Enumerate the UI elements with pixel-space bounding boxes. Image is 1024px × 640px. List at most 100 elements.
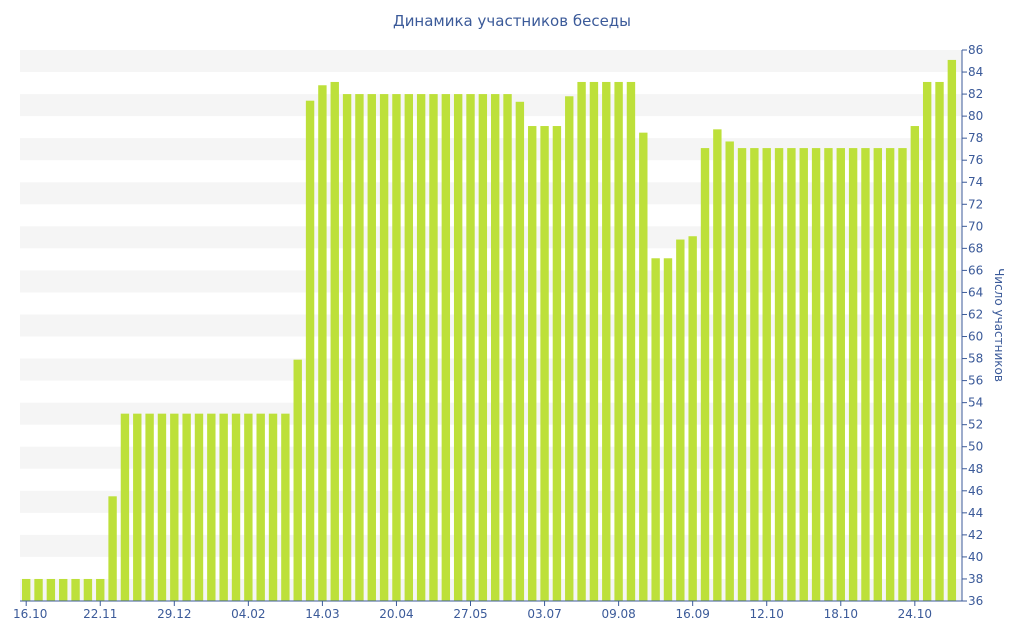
bar[interactable] (330, 81, 339, 601)
bar[interactable] (59, 578, 68, 601)
bar[interactable] (700, 148, 710, 601)
bar[interactable] (565, 96, 574, 601)
bar[interactable] (318, 85, 327, 601)
bar[interactable] (207, 413, 216, 601)
y-tick-label: 76 (968, 153, 983, 167)
y-tick-label: 64 (968, 285, 983, 299)
bar[interactable] (885, 148, 895, 601)
y-tick-label: 86 (968, 43, 983, 57)
bar[interactable] (342, 94, 352, 601)
bar[interactable] (256, 413, 265, 601)
bar[interactable] (281, 413, 290, 601)
bar[interactable] (626, 81, 636, 601)
bar[interactable] (750, 148, 759, 601)
bar[interactable] (774, 148, 784, 601)
bar[interactable] (416, 94, 426, 601)
bar[interactable] (873, 148, 882, 601)
x-tick-label: 14.03 (305, 607, 339, 621)
bar[interactable] (935, 81, 944, 601)
bar[interactable] (503, 94, 512, 601)
bar[interactable] (737, 148, 747, 601)
y-tick-label: 60 (968, 330, 983, 344)
bar[interactable] (244, 413, 253, 601)
bar[interactable] (848, 148, 858, 601)
bars (22, 59, 957, 602)
y-tick-label: 48 (968, 462, 983, 476)
bar[interactable] (922, 81, 932, 601)
bar[interactable] (614, 81, 623, 601)
bar[interactable] (787, 148, 796, 601)
y-tick-label: 74 (968, 175, 983, 189)
bar[interactable] (441, 94, 451, 601)
bar[interactable] (466, 94, 475, 601)
y-tick-label: 84 (968, 65, 983, 79)
bar[interactable] (639, 132, 648, 601)
bar[interactable] (688, 236, 697, 602)
bar[interactable] (157, 413, 167, 601)
bar[interactable] (108, 496, 117, 601)
y-tick-label: 80 (968, 109, 983, 123)
bar[interactable] (268, 413, 278, 601)
y-tick-label: 44 (968, 506, 983, 520)
bar[interactable] (133, 413, 142, 601)
bar[interactable] (367, 94, 376, 601)
bar[interactable] (577, 81, 586, 601)
bar[interactable] (182, 413, 191, 601)
bar[interactable] (663, 258, 673, 601)
bar[interactable] (71, 578, 80, 601)
bar[interactable] (293, 359, 302, 601)
bar[interactable] (231, 413, 241, 601)
bar[interactable] (515, 101, 525, 601)
bar[interactable] (34, 578, 43, 601)
bar[interactable] (46, 578, 56, 601)
bar[interactable] (219, 413, 228, 601)
bar[interactable] (379, 94, 389, 601)
bar[interactable] (528, 126, 537, 601)
bar[interactable] (22, 578, 31, 601)
bar[interactable] (651, 258, 660, 601)
grid-band (20, 50, 962, 73)
bar[interactable] (404, 94, 413, 601)
bar[interactable] (713, 129, 722, 601)
bar[interactable] (392, 94, 401, 601)
y-tick-label: 70 (968, 219, 983, 233)
bar[interactable] (589, 81, 599, 601)
bar[interactable] (453, 94, 463, 601)
bar[interactable] (170, 413, 179, 601)
x-tick-label: 16.09 (675, 607, 709, 621)
y-tick-label: 36 (968, 594, 983, 608)
bar[interactable] (83, 578, 93, 601)
bar[interactable] (96, 578, 105, 601)
bar[interactable] (947, 59, 957, 602)
bar[interactable] (305, 100, 315, 601)
x-tick-label: 29.12 (157, 607, 191, 621)
y-tick-label: 82 (968, 87, 983, 101)
bar[interactable] (355, 94, 364, 601)
y-tick-label: 58 (968, 352, 983, 366)
bar[interactable] (194, 413, 204, 601)
bar[interactable] (762, 148, 771, 601)
bar[interactable] (836, 148, 845, 601)
bar[interactable] (861, 148, 870, 601)
bar[interactable] (491, 94, 500, 601)
bar[interactable] (552, 126, 562, 601)
y-tick-label: 72 (968, 197, 983, 211)
bar[interactable] (898, 148, 907, 601)
bar[interactable] (676, 239, 685, 602)
bar[interactable] (725, 141, 734, 601)
bar[interactable] (824, 148, 833, 601)
bar[interactable] (540, 126, 549, 601)
y-axis-label: Число участников (992, 268, 1006, 382)
bar[interactable] (145, 413, 154, 601)
bar[interactable] (602, 81, 611, 601)
bar[interactable] (910, 126, 920, 601)
bar[interactable] (429, 94, 438, 601)
x-tick-label: 04.02 (231, 607, 265, 621)
x-axis-ticks: 16.10 22.11 29.12 04.02 14.03 20.04 27.05 03.07… (13, 601, 932, 621)
bar[interactable] (478, 94, 488, 601)
bar[interactable] (799, 148, 808, 601)
x-tick-label: 03.07 (527, 607, 561, 621)
bar[interactable] (120, 413, 130, 601)
bar[interactable] (811, 148, 821, 601)
